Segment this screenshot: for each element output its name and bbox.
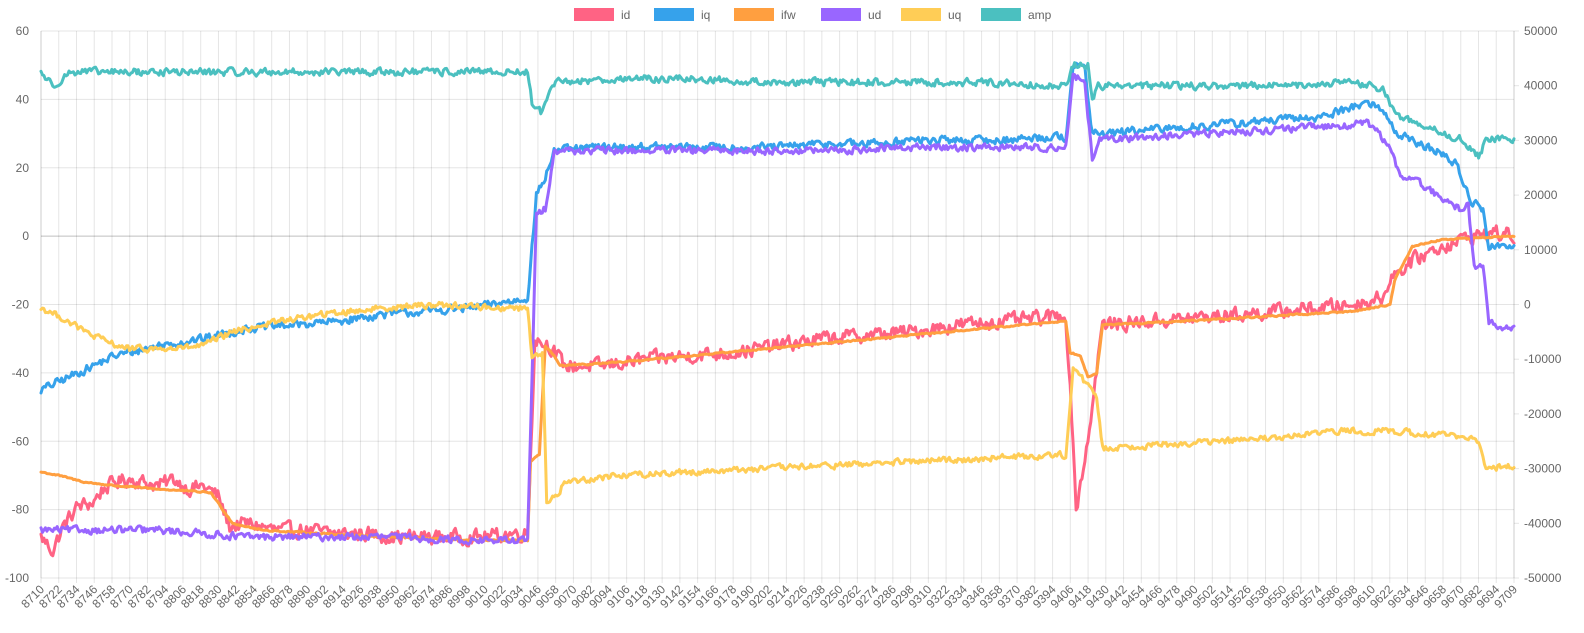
legend-label: amp xyxy=(1028,8,1052,22)
grid xyxy=(40,30,1515,583)
series-line-id xyxy=(39,224,1516,558)
legend-item-ifw[interactable]: ifw xyxy=(734,8,796,22)
legend-item-id[interactable]: id xyxy=(574,8,630,22)
right-tick-label: -40000 xyxy=(1524,516,1562,530)
legend-label: iq xyxy=(701,8,710,22)
legend-item-uq[interactable]: uq xyxy=(901,8,961,22)
right-tick-label: -30000 xyxy=(1524,462,1562,476)
left-tick-label: 40 xyxy=(16,92,30,106)
right-tick-label: -20000 xyxy=(1524,407,1562,421)
series-line-uq xyxy=(39,300,1516,505)
legend-swatch xyxy=(734,8,774,21)
legend-label: uq xyxy=(948,8,961,22)
x-axis: 8710872287348746875887708782879488068818… xyxy=(18,582,1520,611)
right-tick-label: 20000 xyxy=(1524,188,1558,202)
left-tick-label: -80 xyxy=(12,503,30,517)
legend-label: ifw xyxy=(781,8,796,22)
legend-swatch xyxy=(821,8,861,21)
left-tick-label: -60 xyxy=(12,434,30,448)
legend-label: ud xyxy=(868,8,881,22)
right-tick-label: -50000 xyxy=(1524,571,1562,585)
series-line-amp xyxy=(39,61,1516,160)
legend-swatch xyxy=(901,8,941,21)
left-tick-label: 20 xyxy=(16,161,30,175)
right-tick-label: 0 xyxy=(1524,298,1531,312)
right-tick-label: 10000 xyxy=(1524,243,1558,257)
legend-item-amp[interactable]: amp xyxy=(981,8,1052,22)
series-lines xyxy=(39,61,1516,558)
left-y-axis: 60 40 20 0 -20 -40 -60 -80 -100 xyxy=(5,24,29,585)
right-y-axis: 50000 40000 30000 20000 10000 0 -10000 -20000 -3… xyxy=(1514,24,1562,585)
left-tick-label: 60 xyxy=(16,24,30,38)
right-tick-label: 30000 xyxy=(1524,133,1558,147)
legend-label: id xyxy=(621,8,630,22)
series-line-ifw xyxy=(39,234,1516,543)
right-tick-label: 50000 xyxy=(1524,24,1558,38)
legend-item-ud[interactable]: ud xyxy=(821,8,881,22)
left-tick-label: -40 xyxy=(12,366,30,380)
left-tick-label: -100 xyxy=(5,571,29,585)
left-tick-label: 0 xyxy=(22,229,29,243)
right-tick-label: -10000 xyxy=(1524,352,1562,366)
legend-swatch xyxy=(654,8,694,21)
legend-swatch xyxy=(981,8,1021,21)
legend-swatch xyxy=(574,8,614,21)
left-tick-label: -20 xyxy=(12,298,30,312)
legend: id iq ifw ud uq amp xyxy=(574,8,1052,22)
right-tick-label: 40000 xyxy=(1524,79,1558,93)
legend-item-iq[interactable]: iq xyxy=(654,8,710,22)
series-line-ud xyxy=(39,72,1516,546)
